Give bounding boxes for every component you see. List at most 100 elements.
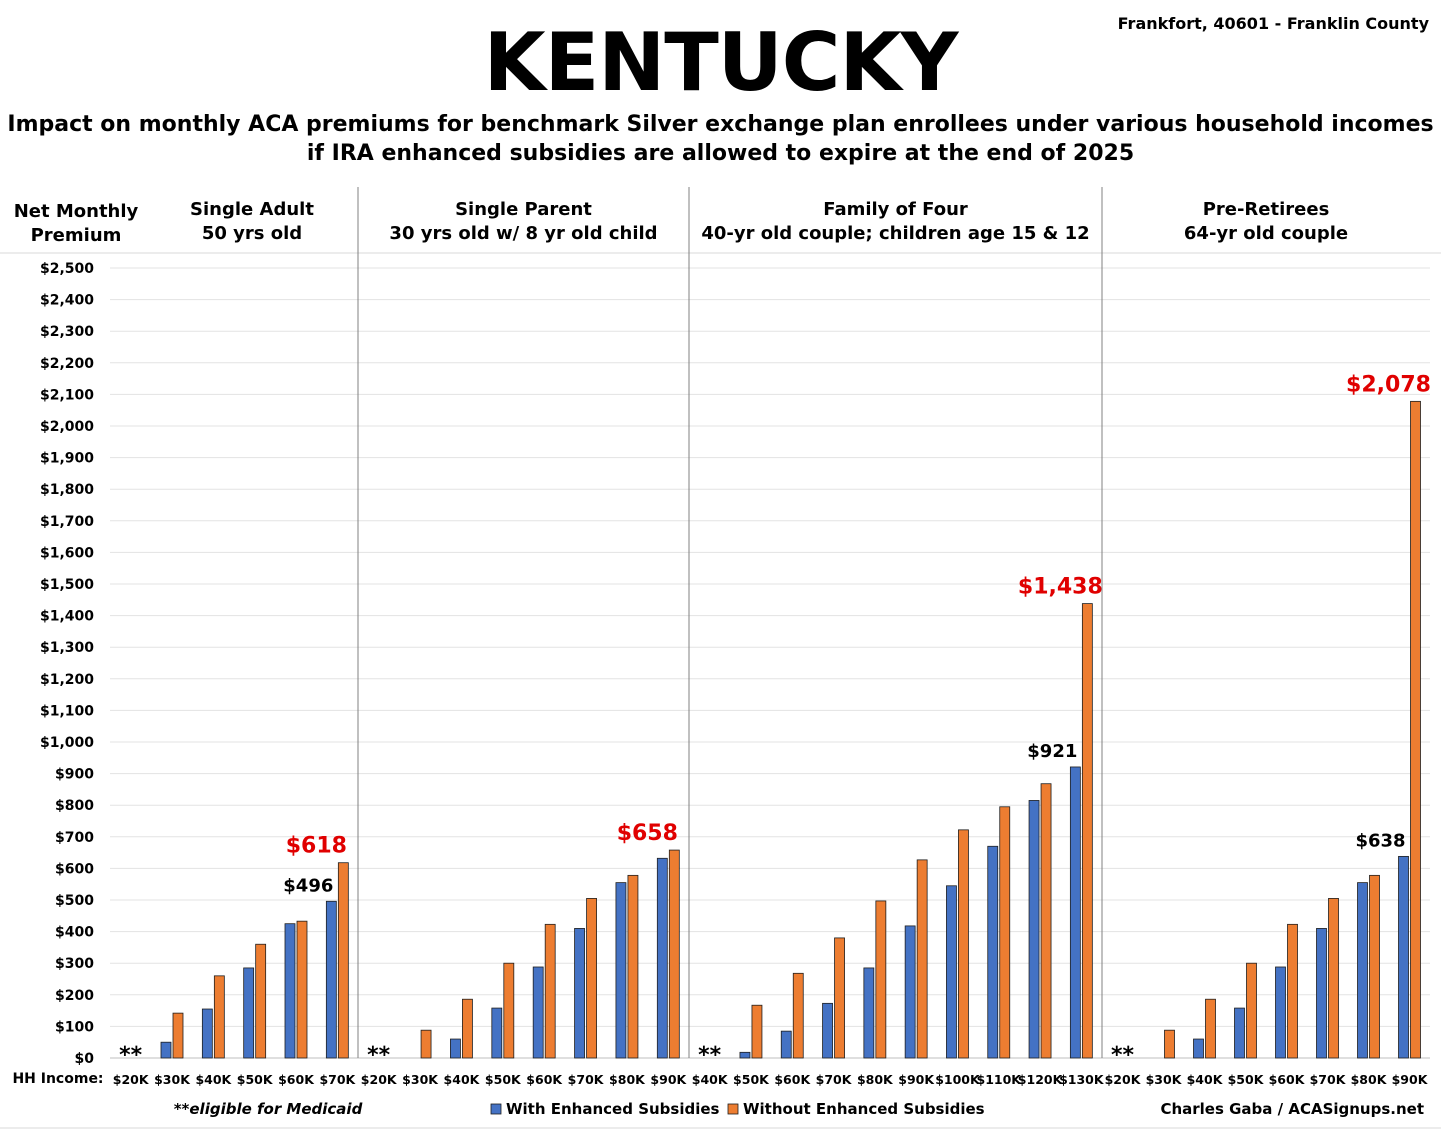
bar-with-subsidies	[987, 845, 999, 1059]
bar-with-subsidies	[780, 1030, 792, 1059]
bar-with-subsidies	[1234, 1007, 1245, 1059]
bar-without-subsidies	[627, 874, 639, 1059]
x-tick-label: $100K	[935, 1072, 981, 1087]
x-tick-label: $60K	[526, 1072, 563, 1087]
y-tick-label: $100	[55, 1019, 94, 1035]
x-tick-label: $20K	[361, 1072, 398, 1087]
bar-without-subsidies	[916, 859, 928, 1059]
bar-without-subsidies	[834, 937, 845, 1059]
bar-without-subsidies	[172, 1012, 184, 1059]
x-tick-label: $40K	[1187, 1072, 1224, 1087]
x-tick-label: $60K	[1269, 1072, 1306, 1087]
data-label-without: $618	[286, 834, 347, 859]
credit-label: Charles Gaba / ACASignups.net	[1160, 1100, 1424, 1118]
bar-without-subsidies	[1164, 1029, 1175, 1059]
y-tick-label: $600	[55, 861, 94, 877]
bar-without-subsidies	[1205, 998, 1216, 1059]
bar-with-subsidies	[1398, 855, 1409, 1059]
x-tick-label: $70K	[816, 1072, 853, 1087]
y-tick-label: $500	[55, 893, 94, 909]
data-label-with: $638	[1355, 830, 1405, 851]
bar-with-subsidies	[325, 900, 337, 1059]
panel-subtitle: 50 yrs old	[202, 223, 302, 244]
x-tick-label: $90K	[650, 1072, 687, 1087]
bar-with-subsidies	[863, 967, 875, 1059]
x-tick-label: $30K	[154, 1072, 191, 1087]
medicaid-marker: **	[119, 1043, 143, 1068]
y-tick-label: $900	[55, 767, 94, 783]
bar-with-subsidies	[574, 928, 585, 1059]
legend-label-without: Without Enhanced Subsidies	[743, 1100, 985, 1118]
bar-without-subsidies	[503, 962, 515, 1059]
x-tick-label: $130K	[1059, 1072, 1105, 1087]
bar-without-subsidies	[1040, 783, 1052, 1059]
y-tick-label: $1,900	[40, 451, 94, 467]
x-tick-label: $20K	[113, 1072, 150, 1087]
bar-with-subsidies	[491, 1007, 503, 1059]
x-tick-label: $110K	[977, 1072, 1023, 1087]
panel-subtitle: 64-yr old couple	[1184, 223, 1348, 244]
legend-swatch-with	[490, 1103, 502, 1115]
subtitle-line-1: Impact on monthly ACA premiums for bench…	[7, 112, 1434, 137]
y-tick-label: $1,300	[40, 640, 94, 656]
x-tick-label: $50K	[733, 1072, 770, 1087]
bar-with-subsidies	[1193, 1038, 1204, 1059]
x-tick-label: $80K	[857, 1072, 894, 1087]
medicaid-marker: **	[698, 1043, 722, 1068]
bar-with-subsidies	[1028, 800, 1040, 1059]
bar-without-subsidies	[875, 900, 887, 1059]
x-tick-label: $30K	[1146, 1072, 1183, 1087]
bar-with-subsidies	[160, 1041, 172, 1059]
x-tick-label: $20K	[1105, 1072, 1142, 1087]
y-tick-label: $1,100	[40, 703, 94, 719]
y-tick-label: $400	[55, 925, 94, 941]
panel-title: Single Parent	[455, 199, 592, 220]
bar-with-subsidies	[822, 1002, 833, 1059]
bar-with-subsidies	[946, 885, 957, 1059]
y-tick-label: $1,400	[40, 609, 94, 625]
x-tick-label: $60K	[278, 1072, 315, 1087]
bar-without-subsidies	[1081, 603, 1093, 1059]
x-tick-label: $120K	[1018, 1072, 1064, 1087]
y-tick-label: $1,700	[40, 514, 94, 530]
y-tick-label: $1,600	[40, 545, 94, 561]
bar-without-subsidies	[420, 1029, 432, 1059]
x-axis-label: HH Income:	[12, 1071, 103, 1087]
panel-title: Family of Four	[823, 199, 968, 220]
x-tick-label: $70K	[568, 1072, 605, 1087]
bar-with-subsidies	[284, 923, 296, 1059]
bar-without-subsidies	[213, 975, 225, 1059]
bar-without-subsidies	[999, 806, 1011, 1059]
bar-with-subsidies	[615, 882, 627, 1059]
bar-without-subsidies	[1410, 400, 1421, 1059]
bar-with-subsidies	[1316, 928, 1327, 1059]
bar-without-subsidies	[337, 862, 349, 1059]
bar-with-subsidies	[739, 1051, 751, 1059]
page-title: KENTUCKY	[483, 16, 959, 109]
x-tick-label: $50K	[1228, 1072, 1265, 1087]
x-tick-label: $90K	[898, 1072, 935, 1087]
y-tick-label: $1,200	[40, 672, 94, 688]
data-label-without: $1,438	[1018, 575, 1103, 600]
bar-with-subsidies	[1275, 966, 1286, 1059]
bar-with-subsidies	[532, 966, 544, 1059]
bar-without-subsidies	[255, 943, 267, 1059]
x-tick-label: $40K	[195, 1072, 232, 1087]
bar-with-subsidies	[656, 857, 668, 1059]
x-tick-label: $60K	[774, 1072, 811, 1087]
bar-with-subsidies	[904, 925, 916, 1059]
y-tick-label: $0	[75, 1051, 95, 1067]
panel-title: Pre-Retirees	[1203, 199, 1330, 220]
y-tick-label: $2,200	[40, 356, 94, 372]
subtitle-line-2: if IRA enhanced subsidies are allowed to…	[306, 141, 1135, 166]
bar-without-subsidies	[296, 920, 308, 1059]
y-axis-label-line-2: Premium	[31, 225, 122, 246]
x-tick-label: $40K	[444, 1072, 481, 1087]
bar-without-subsidies	[544, 923, 556, 1059]
x-tick-label: $90K	[1392, 1072, 1429, 1087]
y-tick-label: $2,300	[40, 324, 94, 340]
x-tick-label: $70K	[1310, 1072, 1347, 1087]
x-tick-label: $70K	[319, 1072, 356, 1087]
bar-with-subsidies	[1069, 766, 1081, 1059]
